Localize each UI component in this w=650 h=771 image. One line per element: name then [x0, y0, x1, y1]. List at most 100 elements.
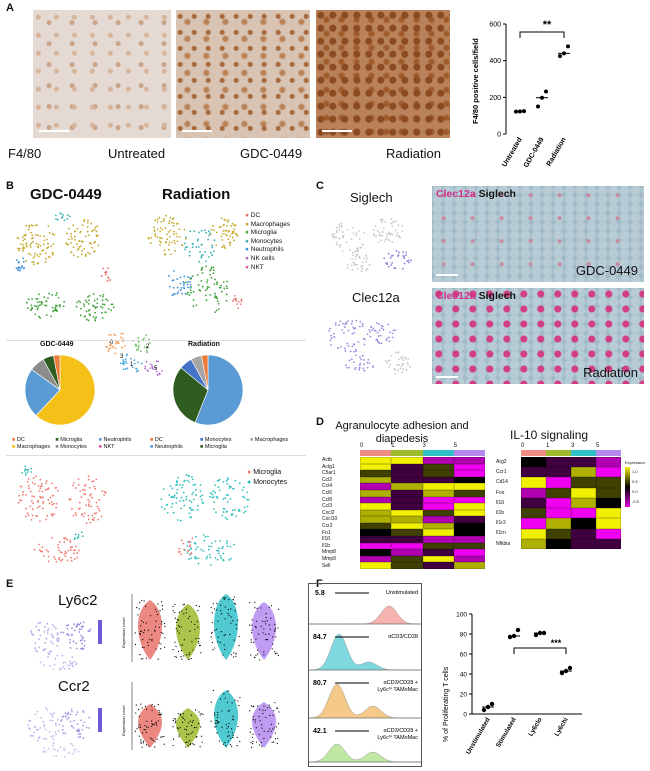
umap-point: [231, 300, 234, 303]
umap-point: [341, 328, 344, 331]
umap-point: [95, 512, 98, 514]
umap-point: [46, 632, 49, 635]
label-gdc0449: GDC-0449: [240, 146, 303, 161]
violin-point: [199, 746, 201, 748]
umap-point: [145, 334, 148, 336]
violin-point: [154, 741, 156, 743]
umap-point: [237, 300, 240, 303]
umap-point: [160, 241, 162, 244]
violin-point: [195, 605, 197, 607]
umap-point: [213, 296, 216, 299]
umap-point: [153, 226, 155, 229]
pie-slice: [194, 354, 244, 426]
umap-point: [31, 224, 34, 227]
umap-point: [31, 633, 34, 636]
heatmap-gene-label: Arg2: [496, 459, 507, 465]
umap-point: [200, 256, 203, 259]
umap-point: [171, 487, 174, 490]
umap-point: [379, 218, 382, 221]
umap-point: [401, 230, 404, 233]
violin-point: [182, 604, 184, 606]
umap-point: [197, 246, 200, 248]
umap-point: [22, 239, 25, 242]
umap-point: [31, 298, 33, 301]
umap-point: [33, 263, 35, 266]
violin-point: [227, 690, 229, 692]
violin-point: [185, 608, 188, 610]
umap-point: [169, 285, 171, 288]
umap-point: [393, 267, 396, 269]
heatmap-cell: [391, 503, 423, 510]
umap-point: [42, 496, 44, 499]
heatmap-cell: [360, 562, 392, 569]
violin-point: [233, 602, 236, 604]
violin-point: [178, 734, 180, 736]
umap-point: [229, 545, 232, 548]
umap-point: [21, 265, 23, 268]
umap-point: [385, 235, 388, 238]
umap-point: [143, 346, 146, 349]
umap-point: [95, 478, 98, 481]
umap-point: [238, 482, 241, 484]
umap-point: [213, 239, 216, 242]
umap-point: [79, 639, 82, 642]
umap-point: [46, 629, 49, 632]
umap-point: [93, 228, 96, 231]
umap-point: [380, 324, 383, 327]
umap-point: [24, 472, 27, 475]
umap-point: [213, 283, 216, 286]
umap-point: [351, 332, 354, 335]
umap-point: [52, 642, 54, 645]
violin-point: [158, 709, 160, 712]
umap-point: [53, 234, 56, 236]
heatmap-cell: [391, 463, 423, 471]
umap-point: [17, 247, 19, 250]
umap-point: [28, 487, 31, 490]
heatmap-cell: [596, 497, 621, 509]
umap-point: [90, 493, 92, 496]
umap-point: [186, 549, 189, 552]
violin-point: [262, 620, 264, 622]
violin-point: [256, 620, 258, 622]
violin-point: [163, 735, 165, 738]
violin-point: [151, 638, 153, 641]
heatmap-cell: [546, 518, 571, 529]
umap-point: [175, 497, 178, 499]
heatmap-cell: [546, 457, 571, 468]
umap-point: [50, 245, 53, 248]
heatmap-cluster-label: 0: [521, 443, 525, 449]
violin-point: [227, 731, 229, 733]
umap-point: [30, 309, 32, 311]
umap-point: [28, 226, 31, 228]
violin-point: [161, 608, 164, 610]
umap-point: [196, 546, 199, 549]
violin-point: [249, 731, 252, 733]
umap-point: [110, 333, 113, 336]
umap-point: [172, 222, 175, 225]
umap-point: [67, 711, 70, 714]
umap-point: [64, 732, 67, 735]
umap-point: [235, 233, 238, 236]
umap-point: [192, 290, 195, 293]
umap-point: [31, 481, 34, 484]
umap-point: [96, 505, 99, 508]
umap-point: [391, 262, 394, 264]
violin-point: [198, 711, 200, 713]
violin-point: [190, 714, 193, 716]
umap-point: [76, 623, 79, 625]
umap-point: [31, 495, 34, 498]
violin-point: [193, 726, 196, 729]
violin-point: [195, 727, 197, 729]
chart-a-ytick-label: 0: [497, 132, 501, 139]
umap-point: [22, 250, 24, 252]
chart-a-sig: **: [543, 19, 552, 31]
umap-point: [68, 664, 71, 667]
umap-point: [225, 299, 228, 302]
umap-point: [357, 341, 360, 344]
umap-point: [74, 239, 76, 241]
violin-point: [159, 648, 162, 650]
umap-point: [83, 489, 86, 491]
umap-point: [19, 499, 21, 502]
umap-point: [27, 724, 30, 727]
umap-point: [189, 507, 192, 510]
